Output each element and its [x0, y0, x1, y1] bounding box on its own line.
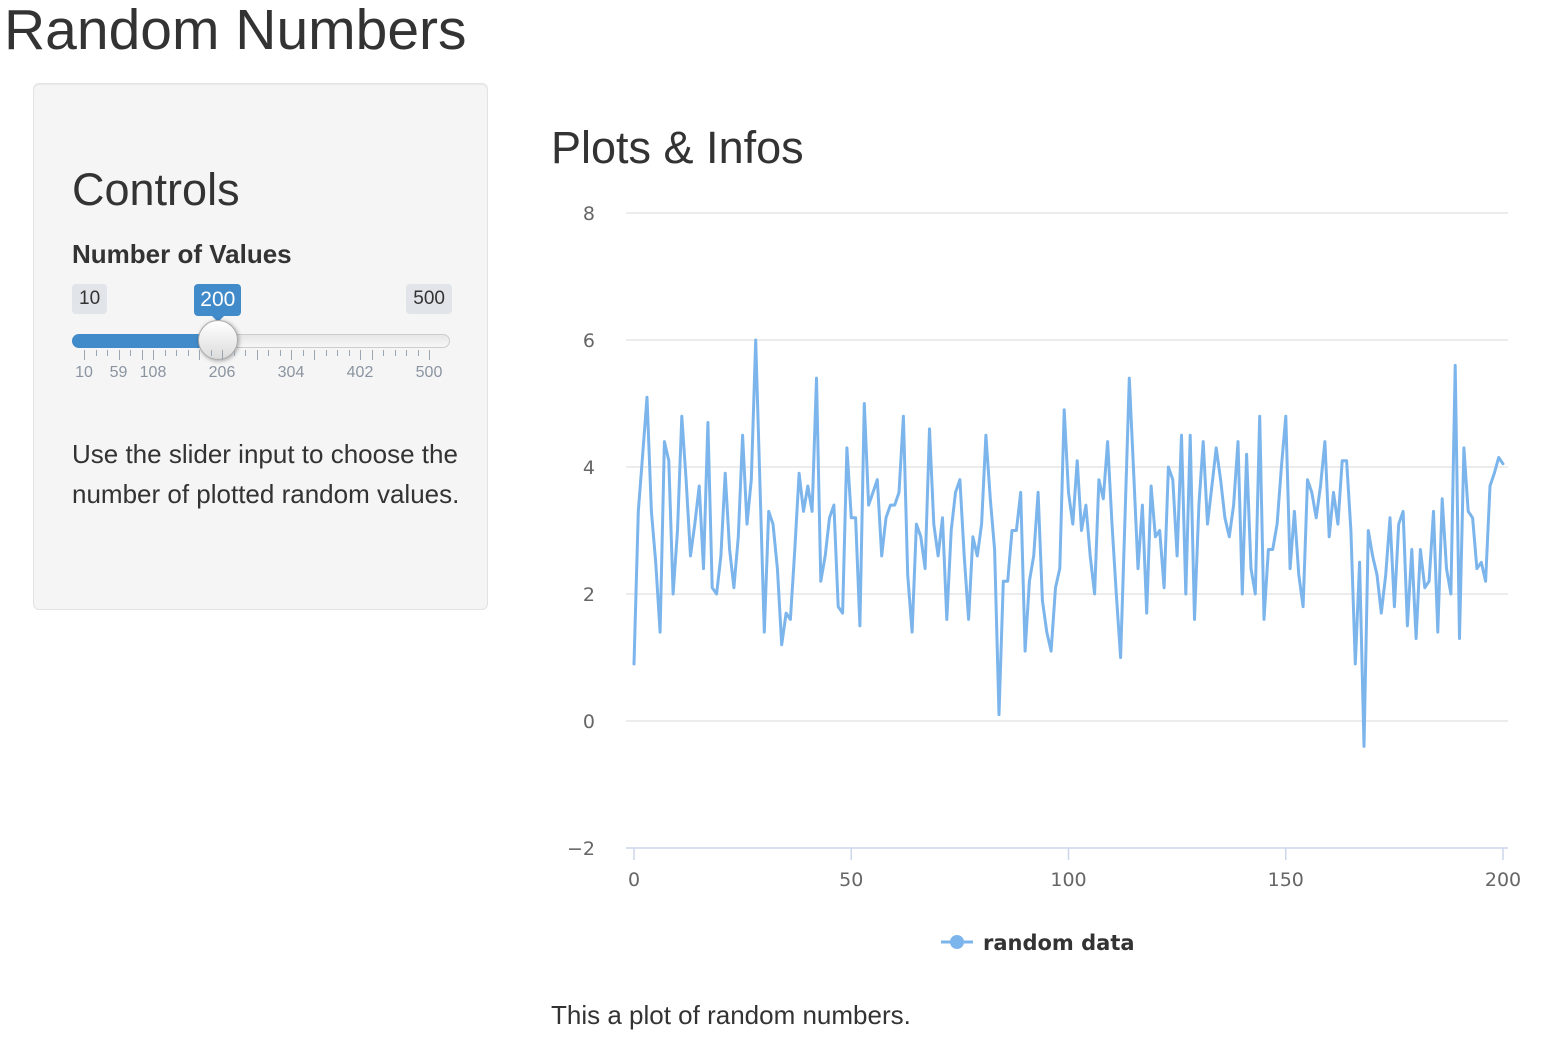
slider-tick-label: 59 — [109, 364, 128, 381]
legend-symbol-marker — [950, 935, 964, 949]
slider-tick — [406, 350, 407, 356]
slider-major-tick — [153, 350, 154, 360]
slider-tick — [302, 350, 304, 356]
main-title: Plots & Infos — [551, 122, 804, 173]
slider-tick — [417, 350, 419, 356]
slider-tick — [130, 350, 131, 356]
slider-major-tick — [84, 350, 85, 360]
x-tick-label: 150 — [1268, 869, 1304, 891]
slider-handle[interactable] — [197, 320, 238, 360]
slider-tick — [337, 350, 338, 356]
slider-tick-label: 108 — [139, 364, 167, 381]
slider-major-tick — [291, 350, 292, 360]
slider-tick-label: 10 — [75, 364, 93, 381]
slider-min-label: 10 — [72, 284, 108, 314]
slider-label: Number of Values — [72, 239, 292, 269]
slider-tick — [314, 350, 315, 360]
slider-tick — [95, 350, 97, 356]
y-tick-label: 8 — [583, 203, 595, 225]
sidebar-title: Controls — [72, 164, 240, 215]
slider-tick-label: 402 — [346, 364, 374, 381]
slider-tick — [107, 350, 108, 356]
slider-tick — [279, 350, 281, 356]
slider-tick — [256, 350, 258, 360]
slider-major-tick — [222, 350, 223, 360]
slider-tick — [141, 350, 143, 360]
slider-tick — [394, 350, 396, 356]
slider-tick — [187, 350, 189, 356]
slider-tick — [164, 350, 166, 356]
slider-tick — [371, 350, 373, 360]
slider-tick-label: 206 — [208, 364, 236, 381]
y-tick-label: 6 — [583, 330, 595, 352]
slider-value-label: 200 — [194, 284, 242, 322]
help-text: Use the slider input to choose the numbe… — [72, 439, 460, 509]
slider-grid: 10 59 108 206 304 402 500 — [72, 350, 452, 390]
slider-tick — [210, 350, 212, 356]
slider-tick — [383, 350, 384, 356]
slider-tick — [176, 350, 177, 356]
slider-tick — [268, 350, 269, 356]
sidebar-panel: Controls Number of Values 10 500 200 10 5… — [33, 83, 488, 610]
slider-tick — [233, 350, 235, 356]
series-line — [632, 338, 1505, 748]
slider-tick — [348, 350, 350, 356]
x-tick-label: 100 — [1050, 869, 1086, 891]
x-tick-label: 0 — [628, 869, 640, 891]
slider-major-tick — [429, 350, 430, 360]
slider-tick — [325, 350, 327, 356]
slider-tick — [199, 350, 200, 360]
slider-major-tick — [118, 350, 120, 360]
slider-tick-label: 304 — [277, 364, 305, 381]
legend-label: random data — [983, 931, 1135, 955]
page-title: Random Numbers — [4, 0, 467, 62]
random-data-chart: −2 0 2 4 6 8 0 50 100 150 200 random data — [567, 203, 1521, 955]
y-tick-label: −2 — [567, 838, 595, 860]
number-of-values-slider[interactable]: 10 500 200 10 59 108 206 304 402 500 — [72, 284, 452, 404]
x-tick-label: 200 — [1485, 869, 1521, 891]
slider-major-tick — [360, 350, 361, 360]
slider-tick-label: 500 — [415, 364, 443, 381]
plot-caption: This a plot of random numbers. — [551, 1000, 911, 1030]
y-tick-label: 0 — [583, 711, 595, 733]
slider-tick — [245, 350, 246, 356]
x-tick-label: 50 — [839, 869, 863, 891]
y-tick-label: 2 — [583, 584, 595, 606]
slider-fill-bar — [72, 334, 218, 348]
slider-max-label: 500 — [406, 284, 452, 314]
y-tick-label: 4 — [583, 457, 595, 479]
